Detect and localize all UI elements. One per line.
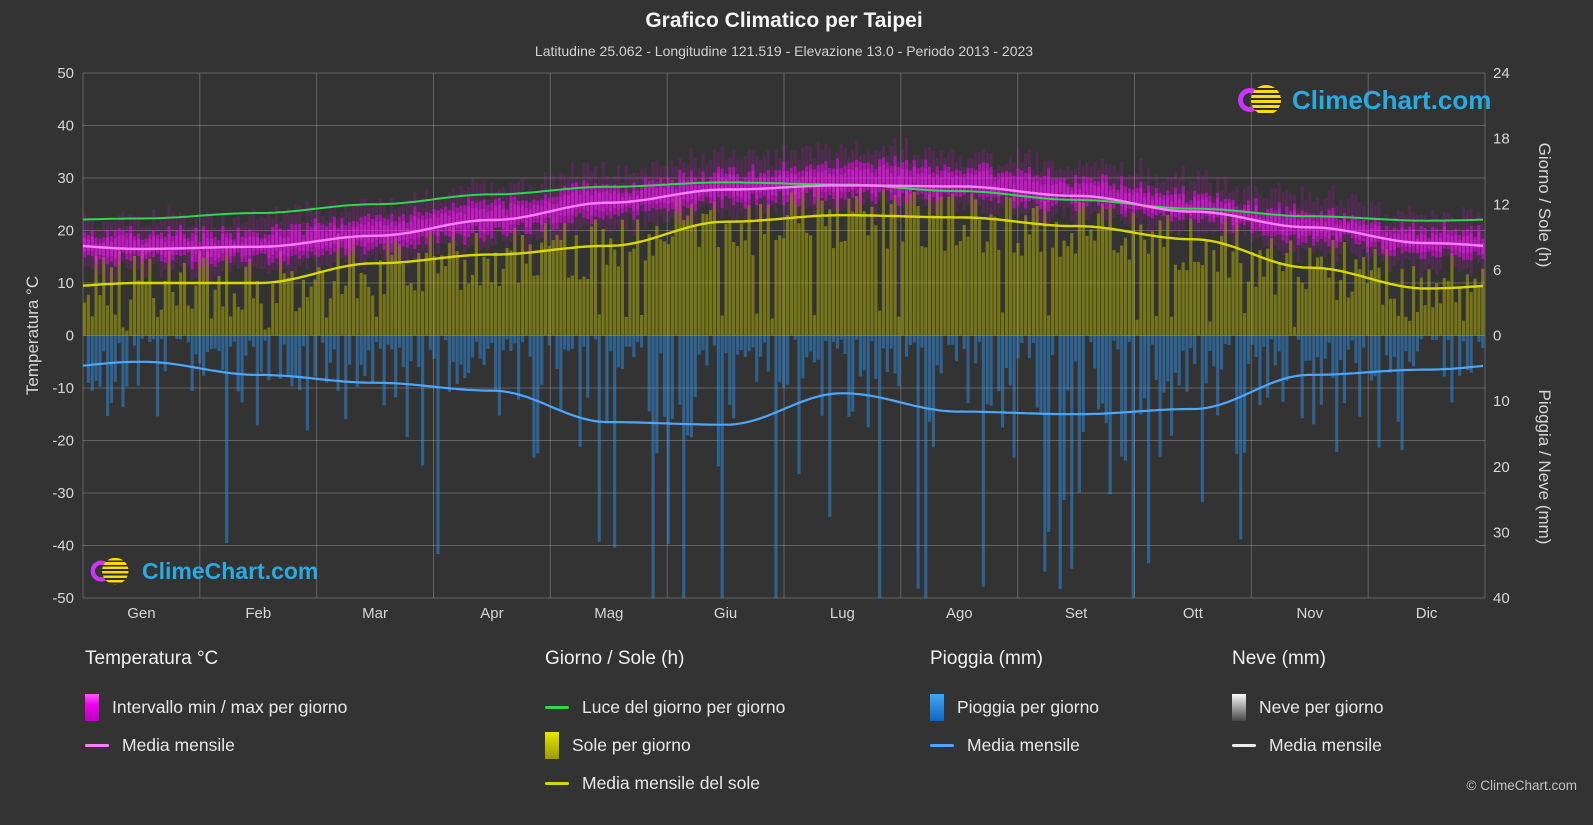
sun-mean-line-swatch <box>545 781 569 785</box>
rain-mean-line-swatch <box>930 743 954 747</box>
temp-tick: 40 <box>57 118 74 135</box>
legend-item: Media mensile <box>85 726 347 764</box>
temp-tick: -10 <box>52 380 74 397</box>
legend-item: Media mensile <box>1232 726 1384 764</box>
legend-header-snow: Neve (mm) <box>1232 648 1326 669</box>
temp-tick: 30 <box>57 170 74 187</box>
climechart-logo-icon <box>1238 84 1282 116</box>
legend-column-sun: Giorno / Sole (h) Luce del giorno per gi… <box>545 648 785 802</box>
temp-tick: 50 <box>57 65 74 82</box>
axis-tick-labels: 50 40 30 20 10 0 -10 -20 -30 -40 -50 24 18 12 6 0 10 20 30… <box>52 65 1509 622</box>
month-label: Ott <box>1183 605 1204 622</box>
sun-tick: 24 <box>1493 65 1510 82</box>
sun-tick: 18 <box>1493 131 1510 148</box>
rain-axis-title: Pioggia / Neve (mm) <box>1535 390 1554 545</box>
month-label: Gen <box>127 605 155 622</box>
rain-daily-bars <box>86 335 1485 598</box>
chart-subtitle: Latitudine 25.062 - Longitudine 121.519 … <box>534 43 1034 59</box>
legend-header-temperature: Temperatura °C <box>85 648 219 669</box>
legend-item: Neve per giorno <box>1232 688 1384 726</box>
sun-mean-line <box>82 214 1484 290</box>
snow-mean-line-swatch <box>1232 743 1256 747</box>
climechart-logo-icon <box>90 557 130 585</box>
legend-item: Media mensile del sole <box>545 764 785 802</box>
legend-item-label: Media mensile <box>967 734 1080 755</box>
legend-item-label: Media mensile <box>1269 734 1382 755</box>
month-label: Nov <box>1296 605 1323 622</box>
month-label: Lug <box>830 605 855 622</box>
temp-range-swatch <box>85 693 99 721</box>
temp-tick: 0 <box>66 328 74 345</box>
legend-column-rain: Pioggia (mm) Pioggia per giorno Media me… <box>930 648 1099 764</box>
climate-chart-svg: 50 40 30 20 10 0 -10 -20 -30 -40 -50 24 18 12 6 0 10 20 30… <box>23 65 1554 622</box>
climechart-watermark-text: ClimeChart.com <box>142 557 319 584</box>
daylight-line-swatch <box>545 705 569 709</box>
legend-item: Sole per giorno <box>545 726 785 764</box>
month-label: Set <box>1065 605 1088 622</box>
legend-column-temperature: Temperatura °C Intervallo min / max per … <box>85 648 347 764</box>
legend-header-rain: Pioggia (mm) <box>930 648 1043 669</box>
legend-item: Pioggia per giorno <box>930 688 1099 726</box>
temp-tick: -50 <box>52 590 74 607</box>
page-title: Grafico Climatico per Taipei <box>645 9 923 32</box>
legend-header-sun: Giorno / Sole (h) <box>545 648 685 669</box>
temp-mean-line-swatch <box>85 743 109 747</box>
temp-tick: -30 <box>52 485 74 502</box>
legend-item-label: Neve per giorno <box>1259 696 1384 717</box>
month-label: Feb <box>245 605 271 622</box>
logo-striped-ball <box>102 557 129 585</box>
legend-item-label: Media mensile del sole <box>582 772 761 793</box>
climechart-watermark-text: ClimeChart.com <box>1292 84 1492 115</box>
daylight-line <box>82 181 1484 222</box>
legend-item-label: Media mensile <box>122 734 235 755</box>
climechart-watermark-bottom: ClimeChart.com <box>88 555 318 587</box>
legend-item: Intervallo min / max per giorno <box>85 688 347 726</box>
month-label: Ago <box>946 605 973 622</box>
rain-tick: 20 <box>1493 459 1510 476</box>
rain-mean-line <box>82 360 1484 426</box>
month-label: Mar <box>362 605 388 622</box>
logo-striped-ball <box>1251 85 1281 115</box>
sun-tick: 0 <box>1493 328 1501 345</box>
month-label: Mag <box>594 605 623 622</box>
sun-daily-bars <box>83 186 1485 336</box>
month-label: Giu <box>714 605 737 622</box>
copyright-text: © ClimeChart.com <box>1466 778 1577 793</box>
sun-axis-title: Giorno / Sole (h) <box>1535 143 1554 268</box>
temp-tick: 20 <box>57 223 74 240</box>
temp-mean-line <box>82 184 1484 251</box>
legend-item: Luce del giorno per giorno <box>545 688 785 726</box>
temp-tick: 10 <box>57 275 74 292</box>
temp-axis-title: Temperatura °C <box>23 276 42 395</box>
climechart-watermark-top: ClimeChart.com <box>1238 84 1491 116</box>
rain-tick: 40 <box>1493 590 1510 607</box>
rain-daily-swatch <box>930 693 944 721</box>
legend-item: Media mensile <box>930 726 1099 764</box>
legend-item-label: Sole per giorno <box>572 734 691 755</box>
sun-tick: 6 <box>1493 262 1501 279</box>
temp-tick: -20 <box>52 433 74 450</box>
snow-daily-swatch <box>1232 693 1246 721</box>
month-label: Apr <box>480 605 503 622</box>
month-label: Dic <box>1416 605 1438 622</box>
legend-column-snow: Neve (mm) Neve per giorno Media mensile <box>1232 648 1384 764</box>
sun-daily-swatch <box>545 731 559 759</box>
rain-tick: 10 <box>1493 393 1510 410</box>
legend-item-label: Luce del giorno per giorno <box>582 696 786 717</box>
climate-chart: 50 40 30 20 10 0 -10 -20 -30 -40 -50 24 18 12 6 0 10 20 30… <box>23 65 1554 622</box>
axis-titles: Temperatura °C Giorno / Sole (h) Pioggia /… <box>23 143 1554 545</box>
legend-item-label: Pioggia per giorno <box>957 696 1100 717</box>
legend-item-label: Intervallo min / max per giorno <box>112 696 348 717</box>
rain-tick: 30 <box>1493 524 1510 541</box>
temp-tick: -40 <box>52 538 74 555</box>
sun-tick: 12 <box>1493 196 1510 213</box>
